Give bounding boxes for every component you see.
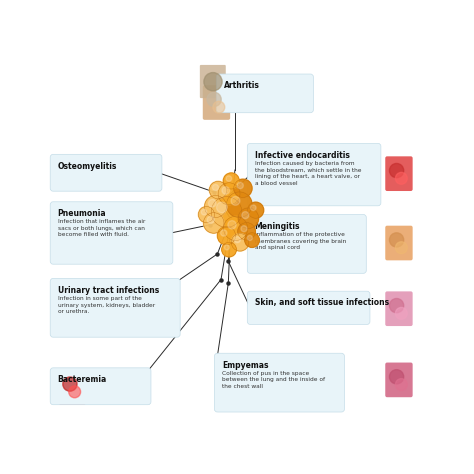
Text: Bacteremia: Bacteremia [57,375,107,384]
Text: Pneumonia: Pneumonia [57,209,106,218]
Circle shape [241,226,247,232]
Text: Urinary tract infections: Urinary tract infections [57,286,159,295]
FancyBboxPatch shape [50,155,162,191]
Circle shape [207,216,214,223]
Circle shape [223,173,239,189]
Circle shape [203,213,224,233]
Circle shape [390,233,404,247]
Circle shape [201,210,207,215]
Circle shape [242,211,249,219]
Circle shape [222,242,237,257]
Circle shape [199,207,214,223]
Circle shape [207,92,221,107]
Circle shape [209,200,216,207]
Circle shape [395,173,407,184]
Circle shape [217,202,227,213]
FancyBboxPatch shape [385,226,413,260]
Circle shape [211,197,242,228]
Circle shape [250,205,256,210]
FancyBboxPatch shape [200,65,226,98]
FancyBboxPatch shape [203,85,230,120]
Circle shape [228,220,236,229]
FancyBboxPatch shape [385,156,413,191]
FancyBboxPatch shape [216,74,313,113]
Circle shape [395,242,407,254]
FancyBboxPatch shape [247,291,370,324]
Text: Infective endocarditis: Infective endocarditis [255,151,349,160]
Circle shape [69,386,81,398]
Circle shape [248,202,264,218]
Text: Infection that inflames the air
sacs or both lungs, which can
become filled with: Infection that inflames the air sacs or … [57,219,145,237]
Circle shape [395,308,407,319]
Text: Empyemas: Empyemas [222,361,268,370]
Circle shape [231,234,249,251]
Circle shape [238,208,259,228]
Circle shape [234,237,240,243]
FancyBboxPatch shape [214,353,345,412]
FancyBboxPatch shape [385,292,413,326]
Circle shape [212,184,219,191]
Text: Osteomyelitis: Osteomyelitis [57,162,117,171]
Text: Arthritis: Arthritis [224,82,259,91]
Text: Skin, and soft tissue infections: Skin, and soft tissue infections [255,299,389,308]
Circle shape [226,176,232,182]
Circle shape [63,377,77,391]
Circle shape [234,179,252,197]
FancyBboxPatch shape [385,363,413,397]
Circle shape [218,183,240,205]
Circle shape [390,164,404,178]
Circle shape [222,187,229,194]
Circle shape [224,216,248,240]
Text: inflammation of the protective
membranes covering the brain
and spinal cord: inflammation of the protective membranes… [255,232,346,250]
Circle shape [395,379,407,391]
Circle shape [390,299,404,313]
Circle shape [390,370,404,384]
Circle shape [238,223,255,240]
Circle shape [224,245,229,250]
Circle shape [218,227,236,245]
FancyBboxPatch shape [50,368,151,405]
Circle shape [210,182,227,199]
Circle shape [204,73,222,91]
FancyBboxPatch shape [247,215,366,273]
Text: Infection in some part of the
urinary system, kidneys, bladder
or urethra.: Infection in some part of the urinary sy… [57,296,155,314]
Circle shape [237,182,243,189]
Circle shape [213,101,225,113]
Text: Collection of pus in the space
between the lung and the inside of
the chest wall: Collection of pus in the space between t… [222,371,325,389]
Circle shape [205,196,227,218]
Circle shape [227,192,252,218]
FancyBboxPatch shape [50,202,173,264]
FancyBboxPatch shape [247,143,381,206]
Circle shape [220,230,227,236]
Text: Infection caused by bacteria from
the bloodstream, which settle in the
lining of: Infection caused by bacteria from the bl… [255,161,361,186]
Circle shape [247,236,253,240]
FancyBboxPatch shape [59,370,86,404]
Circle shape [231,196,240,205]
Text: Meningitis: Meningitis [255,222,300,231]
Circle shape [245,233,259,247]
FancyBboxPatch shape [50,278,180,337]
